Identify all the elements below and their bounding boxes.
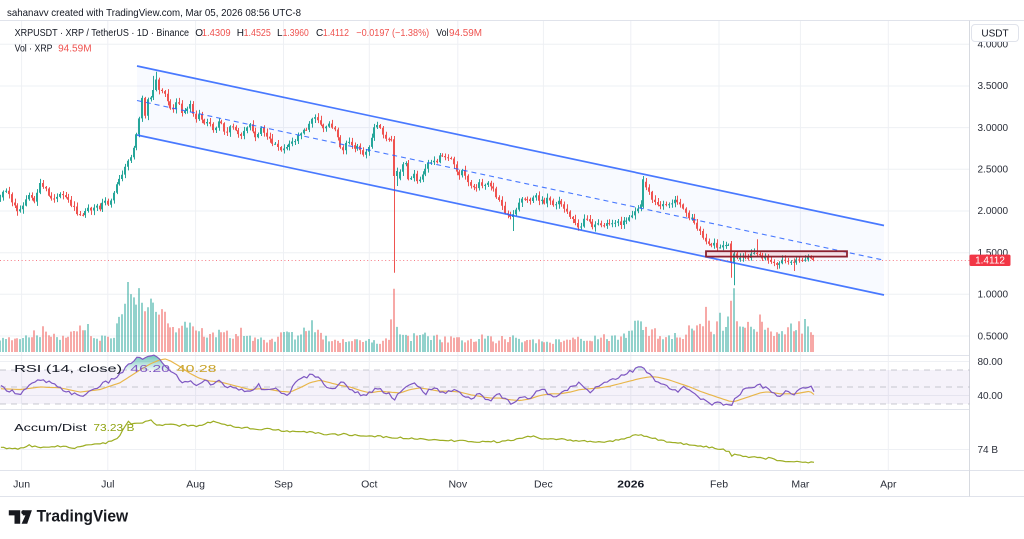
svg-text:L: L [277,28,283,39]
svg-text:RSI (14, close): RSI (14, close) [14,363,122,375]
svg-text:1.4112: 1.4112 [975,256,1005,267]
svg-text:1.0000: 1.0000 [978,290,1009,301]
svg-text:1.4525: 1.4525 [244,28,272,39]
svg-text:Dec: Dec [534,479,553,491]
svg-text:73.23 B: 73.23 B [93,422,134,434]
svg-text:3.5000: 3.5000 [978,81,1009,92]
svg-text:Aug: Aug [186,479,205,491]
svg-text:46.20: 46.20 [130,363,170,375]
svg-text:40.00: 40.00 [978,391,1003,402]
svg-text:−0.0197 (−1.38%): −0.0197 (−1.38%) [356,28,429,39]
svg-text:4.0000: 4.0000 [978,39,1009,50]
svg-text:XRPUSDT · XRP / TetherUS · 1D: XRPUSDT · XRP / TetherUS · 1D · Binance [15,28,190,39]
svg-text:2.0000: 2.0000 [978,206,1009,217]
svg-text:1.5000: 1.5000 [978,248,1009,259]
svg-text:Feb: Feb [710,479,728,491]
svg-text:74 B: 74 B [978,445,999,456]
svg-text:Accum/Dist: Accum/Dist [14,422,87,434]
svg-text:Jun: Jun [13,479,30,491]
svg-text:Sep: Sep [274,479,293,491]
svg-text:2026: 2026 [617,479,644,491]
svg-text:Mar: Mar [791,479,810,491]
svg-text:80.00: 80.00 [978,357,1003,368]
svg-text:1.4309: 1.4309 [202,28,231,39]
svg-text:sahanavv created with TradingV: sahanavv created with TradingView.com, M… [7,7,301,19]
svg-text:C: C [316,28,323,39]
svg-text:94.59M: 94.59M [58,44,92,55]
svg-text:USDT: USDT [981,29,1008,40]
svg-text:TradingView: TradingView [37,507,129,526]
svg-text:Jul: Jul [101,479,114,491]
svg-text:2.5000: 2.5000 [978,165,1009,176]
svg-text:O: O [195,28,203,39]
svg-text:Vol · XRP: Vol · XRP [15,44,53,55]
svg-text:3.0000: 3.0000 [978,123,1009,134]
svg-text:40.28: 40.28 [177,363,217,375]
svg-text:1.4112: 1.4112 [323,28,349,39]
svg-text:Nov: Nov [448,479,467,491]
svg-text:Oct: Oct [361,479,377,491]
svg-text:Apr: Apr [880,479,897,491]
svg-text:1.3960: 1.3960 [283,28,309,39]
svg-text:0.5000: 0.5000 [978,331,1009,342]
svg-text:Vol: Vol [436,28,448,39]
svg-text:H: H [237,28,244,39]
svg-text:94.59M: 94.59M [449,28,482,39]
